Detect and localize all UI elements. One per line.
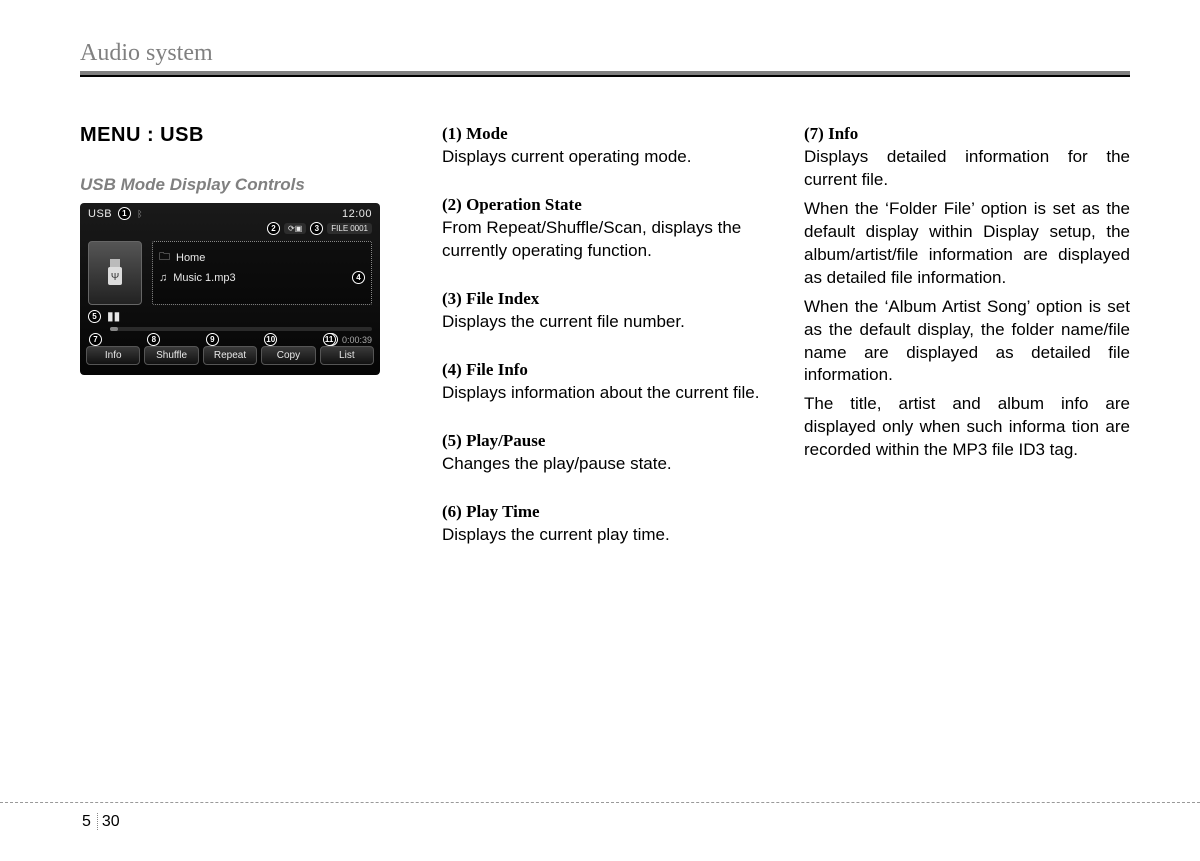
item7-body: Displays detailed information for the cu… xyxy=(804,146,1130,462)
callout-3: 3 xyxy=(310,222,323,235)
item5-body: Changes the play/pause state. xyxy=(442,453,768,476)
item6-head: (6) Play Time xyxy=(442,502,768,522)
pause-icon: ▮▮ xyxy=(107,309,120,323)
folder-icon: 🗀 xyxy=(159,248,170,267)
column-2: (1) Mode Displays current operating mode… xyxy=(442,124,768,573)
item3-body: Displays the current file number. xyxy=(442,311,768,334)
chapter-number: 5 xyxy=(82,813,98,830)
section-title: Audio system xyxy=(80,40,1130,67)
item2-head: (2) Operation State xyxy=(442,195,768,215)
subtitle: USB Mode Display Controls xyxy=(80,175,406,195)
btn-copy[interactable]: 10 Copy xyxy=(261,346,315,365)
callout-2: 2 xyxy=(267,222,280,235)
content-columns: MENU : USB USB Mode Display Controls USB… xyxy=(80,124,1130,573)
mode-label: USB xyxy=(88,208,112,220)
item5-head: (5) Play/Pause xyxy=(442,431,768,451)
progress-bar xyxy=(110,327,372,331)
usb-icon: Ψ xyxy=(88,241,142,305)
column-3: (7) Info Displays detailed information f… xyxy=(804,124,1130,573)
music-note-icon: ♫ xyxy=(159,272,167,284)
file-index-label: FILE xyxy=(331,224,348,233)
callout-7: 7 xyxy=(89,333,102,346)
item7-p1: Displays detailed information for the cu… xyxy=(804,146,1130,192)
menu-title: MENU : USB xyxy=(80,124,406,147)
svg-text:Ψ: Ψ xyxy=(111,272,119,283)
bluetooth-icon: ᛒ xyxy=(137,209,143,219)
btn-repeat[interactable]: 9 Repeat xyxy=(203,346,257,365)
page-in-chapter: 30 xyxy=(102,813,120,830)
callout-1: 1 xyxy=(118,207,131,220)
item7-p2: When the ‘Folder File’ option is set as … xyxy=(804,198,1130,290)
item7-p3: When the ‘Album Artist Song’ option is s… xyxy=(804,296,1130,388)
btn-info-label: Info xyxy=(105,350,122,361)
item4-body: Displays information about the current f… xyxy=(442,382,768,405)
page-number: 530 xyxy=(82,813,120,831)
header-rule xyxy=(80,71,1130,76)
item2-body: From Repeat/Shuffle/Scan, displays the c… xyxy=(442,217,768,263)
item1-body: Displays current operating mode. xyxy=(442,146,768,169)
soft-buttons: 7 Info 8 Shuffle 9 Repeat 10 Copy xyxy=(80,340,380,371)
item4-head: (4) File Info xyxy=(442,360,768,380)
footer: 530 xyxy=(0,802,1200,811)
item7-p4: The title, artist and album info are dis… xyxy=(804,393,1130,462)
btn-list[interactable]: 11 List xyxy=(320,346,374,365)
item7-head: (7) Info xyxy=(804,124,1130,144)
btn-info[interactable]: 7 Info xyxy=(86,346,140,365)
operation-state-icon: ⟳▣ xyxy=(284,223,306,234)
callout-4: 4 xyxy=(352,271,365,284)
file-info-box: 🗀 Home ♫ Music 1.mp3 4 xyxy=(152,241,372,305)
clock: 12:00 xyxy=(342,208,372,220)
folder-name: Home xyxy=(176,252,205,264)
column-1: MENU : USB USB Mode Display Controls USB… xyxy=(80,124,406,573)
callout-9: 9 xyxy=(206,333,219,346)
btn-copy-label: Copy xyxy=(277,350,300,361)
item3-head: (3) File Index xyxy=(442,289,768,309)
btn-repeat-label: Repeat xyxy=(214,350,246,361)
btn-shuffle[interactable]: 8 Shuffle xyxy=(144,346,198,365)
callout-8: 8 xyxy=(147,333,160,346)
track-name: Music 1.mp3 xyxy=(173,272,235,284)
item1-head: (1) Mode xyxy=(442,124,768,144)
callout-5: 5 xyxy=(88,310,101,323)
btn-shuffle-label: Shuffle xyxy=(156,350,187,361)
device-screenshot: USB 1 ᛒ 12:00 2 ⟳▣ 3 FILE 0001 xyxy=(80,203,380,375)
item6-body: Displays the current play time. xyxy=(442,524,768,547)
file-index-value: 0001 xyxy=(350,224,368,233)
file-index-pill: FILE 0001 xyxy=(327,223,372,234)
btn-list-label: List xyxy=(339,350,355,361)
callout-10: 10 xyxy=(264,333,277,346)
callout-11: 11 xyxy=(323,333,336,346)
